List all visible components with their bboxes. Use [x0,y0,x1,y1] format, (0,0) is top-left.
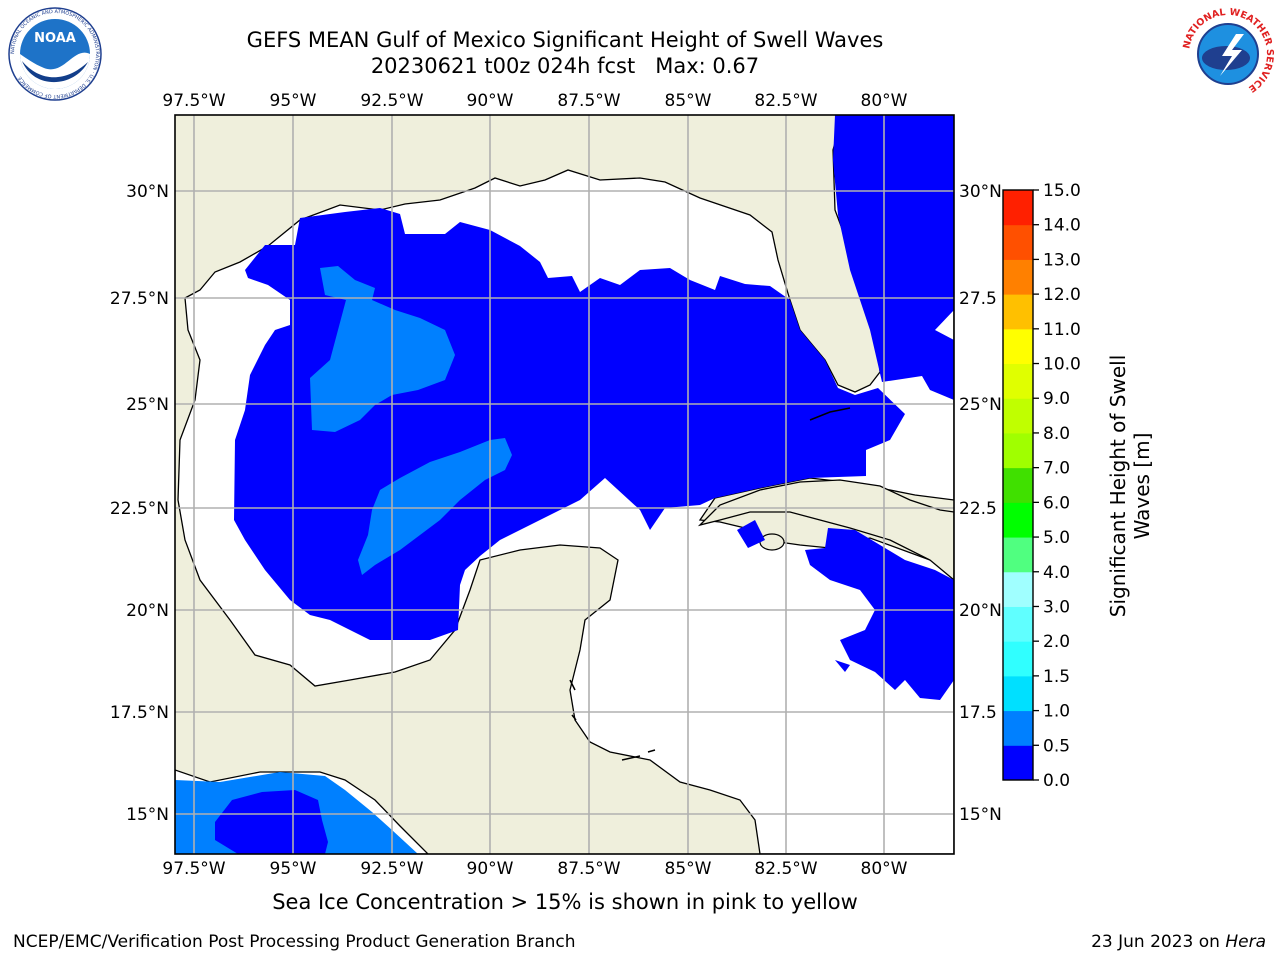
colorbar-label-line-2: Waves [m] [1130,433,1154,540]
lat-label-left: 22.5°N [110,499,169,519]
noaa-logo-text: NOAA [34,31,76,46]
colorbar-tick-label: 11.0 [1043,320,1081,340]
colorbar-ticks: 0.0 0.5 1.0 1.5 2.0 3.0 4.0 5.0 6.0 7.0 8.0 9.0 10.0… [1033,181,1081,791]
lat-label-left: 27.5°N [110,289,169,309]
colorbar-band [1003,502,1033,538]
lon-label-top: 97.5°W [162,91,225,111]
colorbar-band [1003,606,1033,642]
map-frame [174,114,955,855]
colorbar-band [1003,328,1033,365]
lat-label-right: 25°N [959,395,1002,415]
lon-label-top: 80°W [861,91,908,111]
lat-label-left: 20°N [126,601,169,621]
lat-label-right: 20°N [959,601,1002,621]
colorbar-tick-label: 14.0 [1043,216,1081,236]
colorbar-tick-label: 6.0 [1043,493,1070,513]
colorbar-band [1003,363,1033,399]
lon-label-top: 95°W [270,91,317,111]
colorbar-tick-label: 1.5 [1043,667,1070,687]
colorbar-band [1003,745,1033,781]
nws-logo: NATIONAL WEATHER SERVICE [1181,7,1275,100]
lat-label-right: 17.5 [959,703,997,723]
colorbar-band [1003,432,1033,469]
noaa-logo: NOAA NATIONAL OCEANIC AND ATMOSPHERIC AD… [8,7,102,101]
lon-label-bottom: 92.5°W [360,859,423,879]
colorbar-band [1003,190,1033,226]
lat-label-right: 15°N [959,805,1002,825]
lon-label-bottom: 87.5°W [557,859,620,879]
colorbar-tick-label: 15.0 [1043,181,1081,201]
colorbar-band [1003,710,1033,746]
colorbar-band [1003,467,1033,503]
colorbar-tick-label: 0.0 [1043,771,1070,791]
lon-label-bottom: 95°W [270,859,317,879]
title-line-1: GEFS MEAN Gulf of Mexico Significant Hei… [246,28,884,52]
sea-ice-note: Sea Ice Concentration > 15% is shown in … [272,890,858,914]
colorbar-bands [1003,190,1033,781]
lat-label-right: 22.5 [959,499,997,519]
colorbar-tick-label: 13.0 [1043,250,1081,270]
colorbar-tick-label: 5.0 [1043,528,1070,548]
lon-label-top: 87.5°W [557,91,620,111]
colorbar-frame [1002,189,1034,781]
lon-label-bottom: 97.5°W [162,859,225,879]
credit-text: NCEP/EMC/Verification Post Processing Pr… [13,932,576,952]
colorbar-tick-label: 12.0 [1043,285,1081,305]
colorbar-tick-label: 9.0 [1043,389,1070,409]
run-date: 23 Jun 2023 on Hera [1091,932,1266,952]
chart-title: GEFS MEAN Gulf of Mexico Significant Hei… [0,27,1130,79]
lon-label-top: 92.5°W [360,91,423,111]
lat-label-right: 27.5 [959,289,997,309]
lon-label-top: 82.5°W [754,91,817,111]
lat-label-left: 25°N [126,395,169,415]
swell-contour-0.5-1.0-north [310,266,455,432]
cuba [697,479,954,581]
colorbar-tick-label: 8.0 [1043,424,1070,444]
colorbar-tick-label: 2.0 [1043,632,1070,652]
swell-contour-0.5-1.0-south [358,438,512,575]
colorbar-band [1003,294,1033,330]
colorbar-band [1003,571,1033,607]
map-grid [175,115,954,854]
colorbar-tick-label: 1.0 [1043,702,1070,722]
lon-label-top: 90°W [467,91,514,111]
colorbar-band [1003,641,1033,677]
title-line-2: 20230621 t00z 024h fcst Max: 0.67 [370,54,760,78]
colorbar-label-line-1: Significant Height of Swell [1106,355,1130,617]
lat-label-left: 30°N [126,182,169,202]
colorbar: 0.0 0.5 1.0 1.5 2.0 3.0 4.0 5.0 6.0 7.0 8.0 9.0 10.0… [1002,181,1081,791]
colorbar-band [1003,224,1033,260]
colorbar-tick-label: 10.0 [1043,355,1081,375]
lon-label-top: 85°W [665,91,712,111]
swell-contour-caribbean [805,528,954,700]
colorbar-tick-label: 0.5 [1043,736,1070,756]
colorbar-tick-label: 3.0 [1043,597,1070,617]
lat-label-left: 15°N [126,805,169,825]
lon-label-bottom: 80°W [861,859,908,879]
colorbar-tick-label: 7.0 [1043,459,1070,479]
machine-name: Hera [1225,932,1266,952]
lat-label-right: 30°N [959,182,1002,202]
run-date-text: 23 Jun 2023 on [1091,932,1220,952]
colorbar-band [1003,259,1033,295]
lon-label-bottom: 90°W [467,859,514,879]
colorbar-band [1003,537,1033,573]
swell-contour-atlantic [833,115,954,400]
colorbar-band [1003,675,1033,712]
colorbar-band [1003,398,1033,434]
lon-label-bottom: 82.5°W [754,859,817,879]
lat-label-left: 17.5°N [110,703,169,723]
colorbar-tick-label: 4.0 [1043,563,1070,583]
lon-label-bottom: 85°W [665,859,712,879]
colorbar-label: Significant Height of Swell Waves [m] [1106,355,1154,617]
